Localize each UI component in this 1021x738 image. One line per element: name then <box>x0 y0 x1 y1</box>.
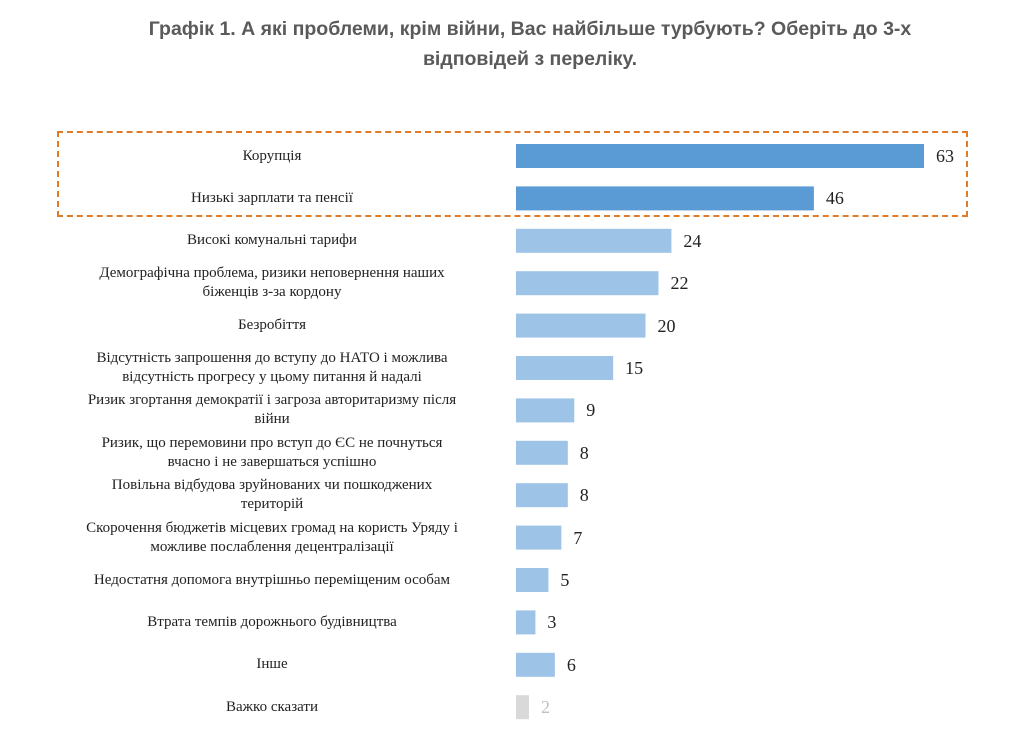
bar-7 <box>516 440 568 465</box>
category-label-line: Ризик згортання демократії і загроза авт… <box>87 392 457 409</box>
bar-9 <box>516 525 562 550</box>
category-label-3: Демографічна проблема, ризики неповернен… <box>42 264 502 302</box>
category-label-line: Демографічна проблема, ризики неповернен… <box>99 265 445 282</box>
category-label-line: Низькі зарплати та пенсії <box>191 189 353 206</box>
value-label-1: 46 <box>825 188 844 209</box>
value-label-4: 20 <box>657 315 676 336</box>
bar-8 <box>516 483 568 508</box>
category-label-line: Скорочення бюджетів місцевих громад на к… <box>86 519 458 536</box>
category-label-13: Важко сказати <box>42 698 502 717</box>
bar-11 <box>516 610 536 635</box>
bar-2 <box>516 228 672 253</box>
category-label-line: Високі комунальні тарифи <box>187 232 357 249</box>
value-label-10: 5 <box>560 570 570 590</box>
category-label-line: Корупція <box>242 147 302 164</box>
highlight-box <box>57 131 968 217</box>
bar-3 <box>516 271 659 296</box>
category-label-line: Відсутність запрошення до вступу до НАТО… <box>96 350 448 366</box>
bar-12 <box>516 652 555 677</box>
category-label-line: Втрата темпів дорожнього будівництва <box>147 613 397 630</box>
category-label-7: Ризик, що перемовини про вступ до ЄС не … <box>42 434 502 472</box>
category-label-12: Інше <box>42 655 502 674</box>
category-label-4: Безробіття <box>42 316 502 335</box>
category-label-line: територій <box>240 496 304 513</box>
value-label-8: 8 <box>579 485 589 506</box>
category-label-line: Повільна відбудова зруйнованих чи пошкод… <box>111 477 433 494</box>
category-label-line: Інше <box>256 656 288 673</box>
value-label-2: 24 <box>683 230 702 251</box>
category-label-8: Повільна відбудова зруйнованих чи пошкод… <box>42 476 502 514</box>
value-label-6: 9 <box>586 400 596 421</box>
value-label-9: 7 <box>573 527 583 548</box>
chart-title-line-2: відповідей з переліку. <box>422 48 638 70</box>
category-label-line: біженців з-за кордону <box>202 284 342 301</box>
bar-4 <box>516 313 646 338</box>
category-label-6: Ризик згортання демократії і загроза авт… <box>42 391 502 429</box>
bar-13 <box>516 695 529 720</box>
category-label-2: Високі комунальні тарифи <box>42 231 502 250</box>
value-label-5: 15 <box>625 358 644 378</box>
value-label-12: 6 <box>566 654 576 675</box>
chart-title-line-1: Графік 1. А які проблеми, крім війни, Ва… <box>148 18 912 40</box>
category-label-9: Скорочення бюджетів місцевих громад на к… <box>42 519 502 557</box>
category-label-5: Відсутність запрошення до вступу до НАТО… <box>42 349 502 387</box>
category-label-line: Недостатня допомога внутрішньо переміщен… <box>93 571 451 588</box>
value-label-3: 22 <box>670 273 689 294</box>
category-label-1: Низькі зарплати та пенсії <box>42 189 502 208</box>
bar-6 <box>516 398 575 423</box>
category-label-0: Корупція <box>42 147 502 166</box>
value-label-11: 3 <box>547 612 557 633</box>
category-label-line: війни <box>254 411 290 428</box>
category-label-11: Втрата темпів дорожнього будівництва <box>42 613 502 632</box>
bar-10 <box>516 568 549 592</box>
value-label-7: 8 <box>579 442 589 463</box>
category-label-10: Недостатня допомога внутрішньо переміщен… <box>42 571 502 590</box>
category-label-line: вчасно і не завершаться успішно <box>167 453 377 470</box>
value-label-0: 63 <box>936 146 954 166</box>
category-label-line: Важко сказати <box>226 698 318 715</box>
category-label-line: можливе послаблення децентралізації <box>150 538 394 555</box>
chart-title: Графік 1. А які проблеми, крім війни, Ва… <box>60 14 1000 74</box>
category-label-line: Ризик, що перемовини про вступ до ЄС не … <box>101 434 443 451</box>
bar-1 <box>516 186 814 211</box>
value-label-13: 2 <box>540 697 550 718</box>
bar-0 <box>516 144 924 168</box>
bar-5 <box>516 356 614 380</box>
category-label-line: Безробіття <box>238 317 306 334</box>
category-label-line: відсутність прогресу у цьому питання й н… <box>122 369 422 385</box>
